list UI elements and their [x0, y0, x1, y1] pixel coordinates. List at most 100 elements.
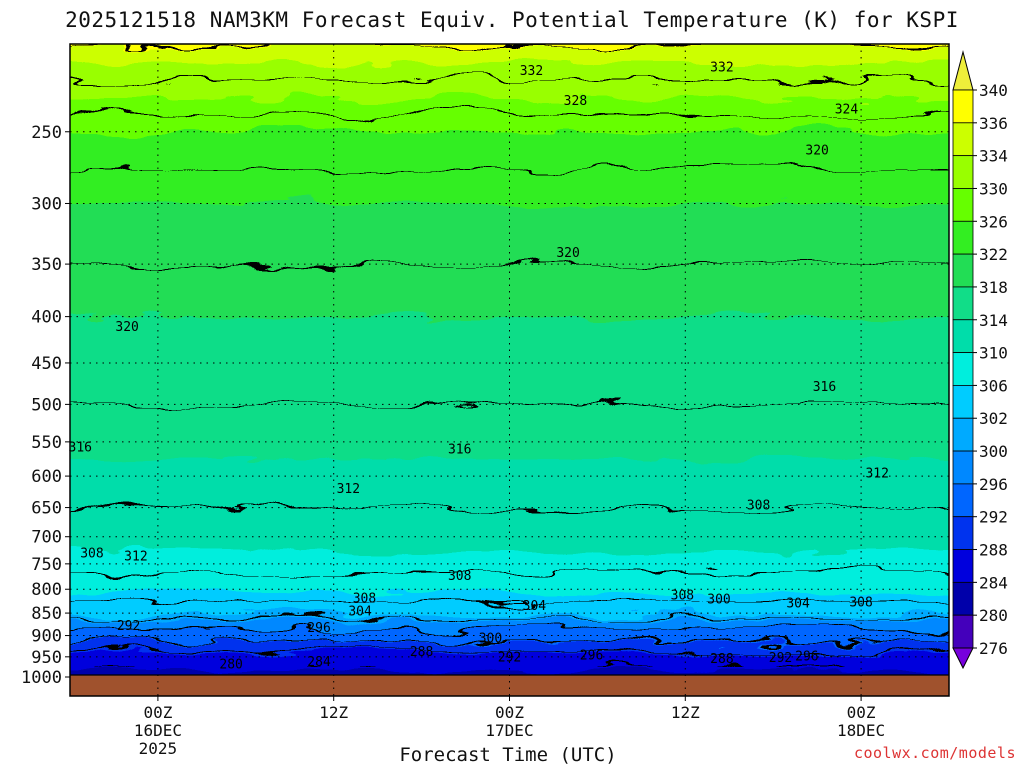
- theta-e-band: [70, 252, 949, 256]
- theta-e-band: [70, 663, 949, 667]
- theta-e-band: [70, 399, 949, 403]
- colorbar-bottom-arrow: [952, 647, 974, 670]
- contour-label-text: 296: [307, 621, 330, 636]
- colorbar-label: 280: [979, 606, 1008, 625]
- theta-e-band: [70, 534, 949, 538]
- theta-e-band: [70, 201, 949, 205]
- credit-link[interactable]: coolwx.com/models: [853, 744, 1016, 762]
- colorbar-segment: [952, 450, 974, 485]
- theta-e-band: [70, 45, 949, 49]
- theta-e-band: [70, 66, 949, 70]
- theta-e-band: [70, 261, 949, 265]
- theta-e-band: [70, 48, 949, 52]
- colorbar-label: 336: [979, 114, 1008, 133]
- contour-label: 316: [448, 442, 471, 457]
- y-tick-label: 1000: [21, 668, 62, 688]
- theta-e-band: [70, 300, 949, 304]
- theta-e-band: [70, 672, 949, 676]
- theta-e-band: [70, 618, 949, 622]
- theta-e-band: [70, 276, 949, 280]
- theta-e-band: [70, 594, 949, 598]
- contour-label-text: 308: [747, 499, 770, 514]
- theta-e-band: [70, 396, 949, 400]
- contour-label: 308: [671, 589, 694, 604]
- theta-e-band: [70, 390, 949, 394]
- theta-e-band: [70, 105, 949, 109]
- y-tick-label: 850: [31, 604, 62, 624]
- theta-e-band: [70, 588, 949, 592]
- colorbar-segment: [952, 188, 974, 222]
- contour-label-text: 316: [448, 442, 471, 457]
- contour-label: 320: [805, 144, 828, 159]
- colorbar-top-arrow: [952, 50, 974, 91]
- x-axis-label: Forecast Time (UTC): [0, 744, 1024, 766]
- contour-label: 300: [707, 592, 730, 607]
- theta-e-band: [70, 171, 949, 175]
- theta-e-band: [70, 210, 949, 214]
- contour-label: 304: [786, 596, 810, 611]
- theta-e-band: [70, 366, 949, 370]
- colorbar-segment: [952, 581, 974, 616]
- theta-e-band: [70, 135, 949, 139]
- contour-label-text: 288: [710, 652, 733, 667]
- theta-e-band: [70, 669, 949, 673]
- contour-label-text: 304: [523, 599, 547, 614]
- theta-e-band: [70, 591, 949, 595]
- colorbar-label: 340: [979, 81, 1008, 100]
- contour-label-text: 296: [580, 648, 603, 663]
- theta-e-band: [70, 513, 949, 517]
- contour-label: 312: [124, 549, 147, 564]
- y-tick-label: 400: [31, 308, 62, 328]
- x-tick-label: 2025: [139, 739, 178, 758]
- theta-e-band: [70, 405, 949, 409]
- theta-e-band: [70, 573, 949, 577]
- theta-e-band: [70, 183, 949, 187]
- theta-e-band: [70, 132, 949, 136]
- theta-e-band: [70, 324, 949, 328]
- contour-label: 284: [307, 655, 331, 670]
- theta-e-band: [70, 195, 949, 199]
- contour-label-text: 312: [865, 466, 888, 481]
- y-tick-label: 450: [31, 354, 62, 374]
- theta-e-band: [70, 228, 949, 232]
- colorbar-label: 322: [979, 245, 1008, 264]
- contour-label-text: 280: [219, 658, 242, 673]
- theta-e-band: [70, 528, 949, 532]
- contour-label: 332: [520, 64, 543, 79]
- theta-e-band: [70, 237, 949, 241]
- contour-label-text: 328: [564, 94, 587, 109]
- theta-e-band: [70, 255, 949, 259]
- contour-label-text: 300: [707, 592, 730, 607]
- theta-e-band: [70, 285, 949, 289]
- theta-e-band: [70, 444, 949, 448]
- y-tick-label: 600: [31, 467, 62, 487]
- theta-e-band: [70, 561, 949, 565]
- colorbar-label: 310: [979, 344, 1008, 363]
- contour-label: 308: [747, 499, 770, 514]
- theta-e-band: [70, 96, 949, 100]
- theta-e-band: [70, 456, 949, 460]
- contour-label: 304: [523, 599, 547, 614]
- colorbar-segment: [952, 319, 974, 353]
- contour-label-text: 308: [671, 589, 694, 604]
- theta-e-bands: [70, 44, 949, 696]
- theta-e-band: [70, 624, 949, 628]
- chart-title: 2025121518 NAM3KM Forecast Equiv. Potent…: [65, 8, 959, 32]
- contour-label-text: 296: [795, 649, 818, 664]
- theta-e-band: [70, 234, 949, 238]
- theta-e-band: [70, 549, 949, 553]
- plot-frame: [69, 43, 950, 697]
- theta-e-band: [70, 315, 949, 319]
- theta-e-band: [70, 495, 949, 499]
- colorbar-label: 306: [979, 376, 1008, 395]
- theta-e-band: [70, 150, 949, 154]
- theta-e-band: [70, 510, 949, 514]
- contour-label-text: 308: [448, 569, 471, 584]
- theta-e-band: [70, 273, 949, 277]
- contour-label-text: 304: [348, 605, 372, 620]
- theta-e-band: [70, 129, 949, 133]
- contour-label: 312: [865, 466, 888, 481]
- theta-e-band: [70, 204, 949, 208]
